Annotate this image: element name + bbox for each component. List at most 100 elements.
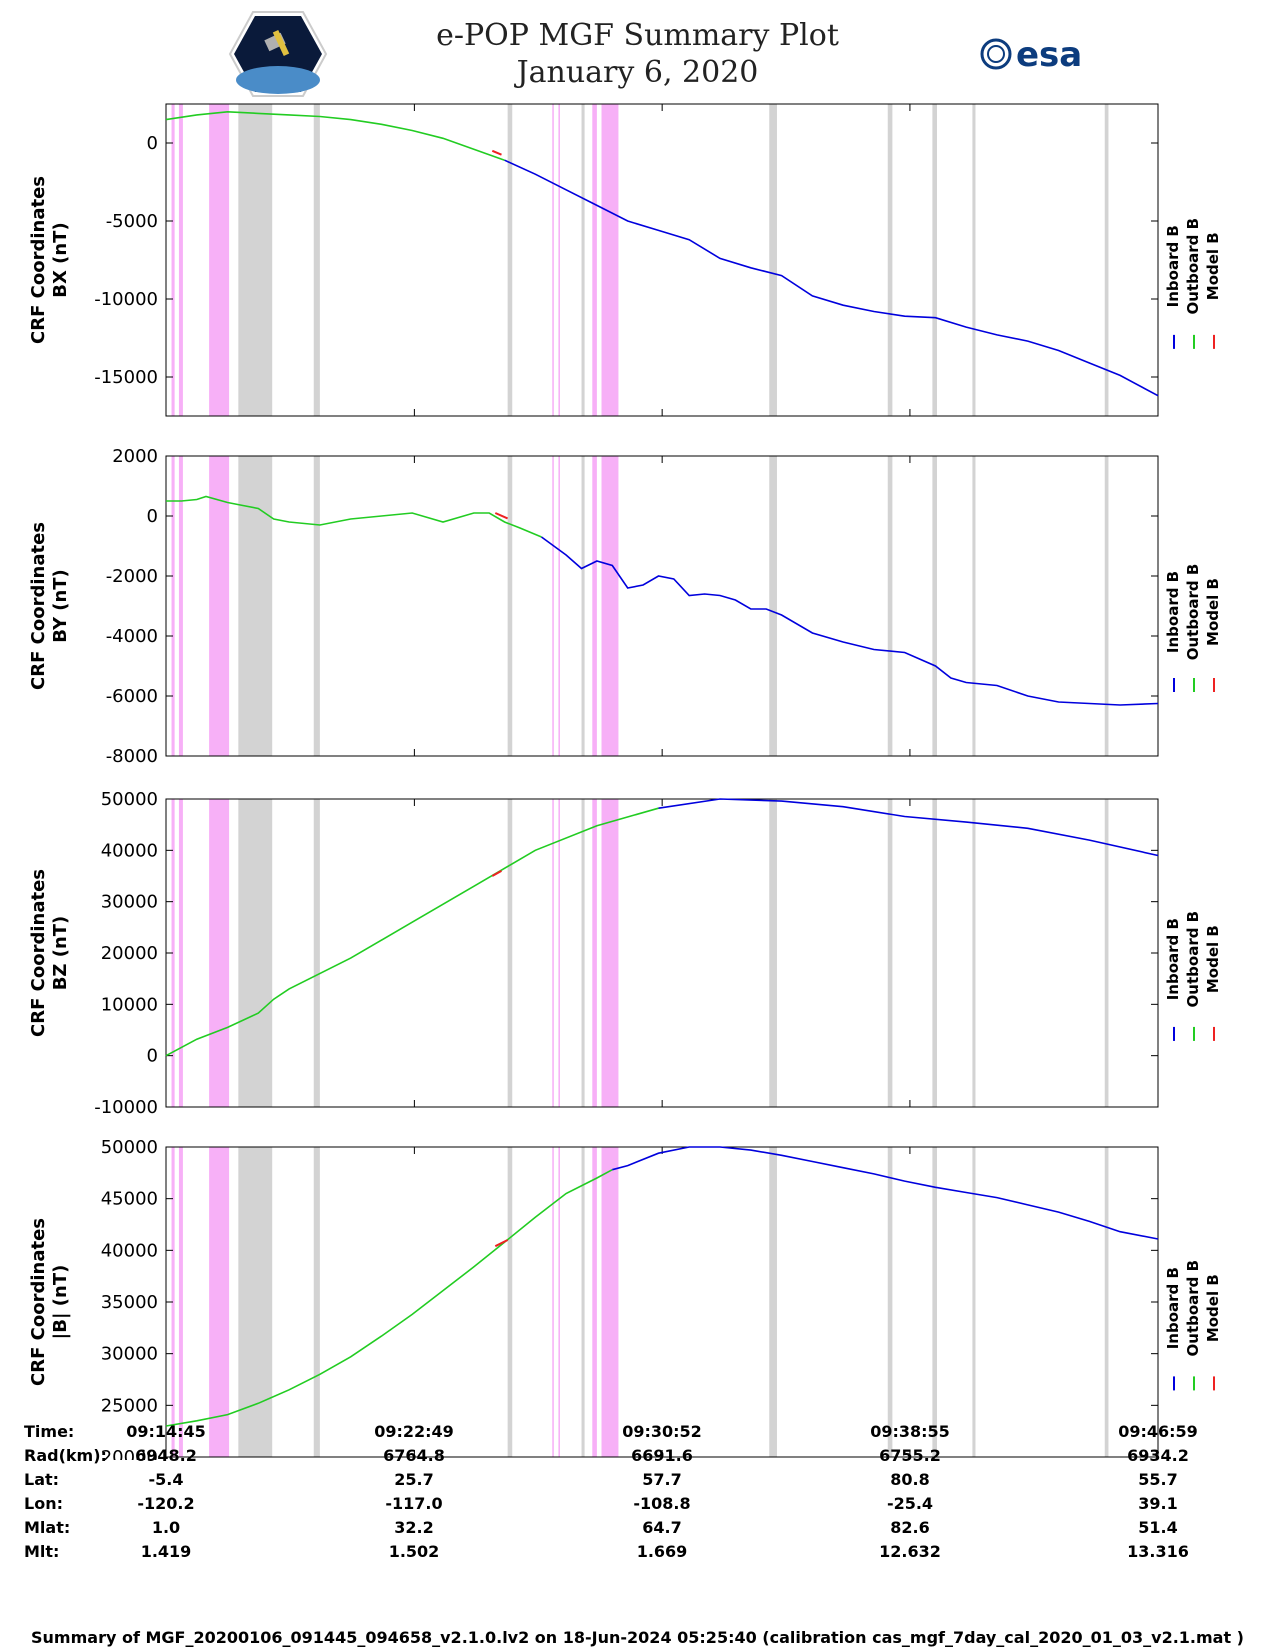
info-mlat-1: 32.2: [394, 1518, 434, 1537]
info-time-0: 09:14:45: [126, 1422, 206, 1441]
pink-band: [592, 456, 597, 756]
series-line: [612, 1146, 1159, 1240]
series-line: [658, 798, 1159, 857]
y-tick-label: -10000: [94, 289, 158, 310]
y-tick-label: 0: [147, 133, 158, 154]
grey-band: [313, 799, 320, 1107]
pink-band: [178, 104, 183, 416]
y-tick-label: -4000: [106, 626, 158, 647]
info-mlt-0: 1.419: [140, 1542, 192, 1561]
y-tick-label: 35000: [101, 1292, 158, 1313]
y-tick-label: 10000: [101, 994, 158, 1015]
grey-band: [932, 1147, 938, 1457]
grey-band: [581, 456, 585, 756]
grey-band: [1104, 104, 1109, 416]
grey-band: [932, 104, 938, 416]
series-line: [494, 1239, 509, 1248]
info-mlt-3: 12.632: [879, 1542, 941, 1561]
series-line: [165, 110, 505, 161]
info-lat-3: 80.8: [890, 1470, 930, 1489]
series-line: [541, 536, 1159, 706]
info-mlat-0: 1.0: [151, 1518, 181, 1537]
y-tick-label: 40000: [101, 840, 158, 861]
y-tick-label: 40000: [101, 1240, 158, 1261]
info-rad-0: 6948.2: [135, 1446, 197, 1465]
grey-band: [238, 799, 273, 1107]
info-lat-0: -5.4: [148, 1470, 184, 1489]
series-line: [504, 159, 1159, 397]
legend-label: Outboard B: [1184, 564, 1202, 661]
grey-band: [932, 799, 938, 1107]
pink-band: [592, 1147, 597, 1457]
info-label-rad: Rad(km):: [24, 1446, 107, 1465]
y-tick-label: -15000: [94, 367, 158, 388]
y-tick-label: 45000: [101, 1189, 158, 1210]
esa-logo-text: esa: [1016, 36, 1082, 72]
info-mlt-2: 1.669: [636, 1542, 688, 1561]
y-tick-label: 25000: [101, 1395, 158, 1416]
legend-label: Outboard B: [1184, 911, 1202, 1008]
info-lat-4: 55.7: [1138, 1470, 1178, 1489]
pink-band: [601, 1147, 619, 1457]
legend-label: Outboard B: [1184, 218, 1202, 315]
info-rad-3: 6755.2: [879, 1446, 941, 1465]
grey-band: [581, 104, 585, 416]
info-time-4: 09:46:59: [1118, 1422, 1198, 1441]
y-axis-title: BX (nT): [50, 222, 71, 297]
y-tick-label: -2000: [106, 566, 158, 587]
grey-band: [887, 456, 893, 756]
info-lat-2: 57.7: [642, 1470, 682, 1489]
pink-band: [558, 1147, 560, 1457]
info-rad-2: 6691.6: [631, 1446, 693, 1465]
pink-band: [552, 799, 554, 1107]
grey-band: [1104, 1147, 1109, 1457]
info-rad-4: 6934.2: [1127, 1446, 1189, 1465]
grey-band: [972, 1147, 976, 1457]
footer-summary: Summary of MGF_20200106_091445_094658_v2…: [31, 1628, 1244, 1647]
info-mlt-1: 1.502: [388, 1542, 440, 1561]
grey-band: [507, 1147, 513, 1457]
pink-band: [592, 104, 597, 416]
y-tick-label: 30000: [101, 1344, 158, 1365]
pink-band: [178, 456, 183, 756]
series-line: [491, 870, 502, 877]
y-tick-label: -10000: [94, 1097, 158, 1118]
info-lon-4: 39.1: [1138, 1494, 1178, 1513]
legend-label: Inboard B: [1164, 1267, 1182, 1349]
pink-band: [209, 456, 230, 756]
legend-label: Model B: [1204, 1274, 1222, 1342]
pink-band: [601, 799, 619, 1107]
info-time-2: 09:30:52: [622, 1422, 702, 1441]
grey-band: [769, 104, 777, 416]
pink-band: [558, 104, 560, 416]
info-label-mlt: Mlt:: [24, 1542, 60, 1561]
pink-band: [552, 456, 554, 756]
info-time-3: 09:38:55: [870, 1422, 950, 1441]
pink-band: [552, 1147, 554, 1457]
series-line: [491, 149, 502, 156]
grey-band: [972, 799, 976, 1107]
y-axis-title: |B| (nT): [50, 1265, 71, 1340]
y-axis-title: BY (nT): [50, 569, 71, 643]
info-mlat-2: 64.7: [642, 1518, 682, 1537]
pink-band: [171, 456, 175, 756]
legend-label: Outboard B: [1184, 1260, 1202, 1357]
grey-band: [581, 799, 585, 1107]
info-label-mlat: Mlat:: [24, 1518, 71, 1537]
grey-band: [1104, 456, 1109, 756]
y-tick-label: 50000: [101, 1137, 158, 1158]
plot-date: January 6, 2020: [516, 55, 759, 90]
grey-band: [238, 104, 273, 416]
pink-band: [558, 799, 560, 1107]
grey-band: [238, 1147, 273, 1457]
y-axis-title: CRF Coordinates: [28, 522, 49, 690]
series-line: [166, 495, 542, 538]
grey-band: [507, 104, 513, 416]
y-axis-title: CRF Coordinates: [28, 176, 49, 344]
info-label-lat: Lat:: [24, 1470, 60, 1489]
pink-band: [558, 456, 560, 756]
grey-band: [769, 456, 777, 756]
grey-band: [238, 456, 273, 756]
info-label-lon: Lon:: [24, 1494, 63, 1513]
info-label-time: Time:: [24, 1422, 75, 1441]
